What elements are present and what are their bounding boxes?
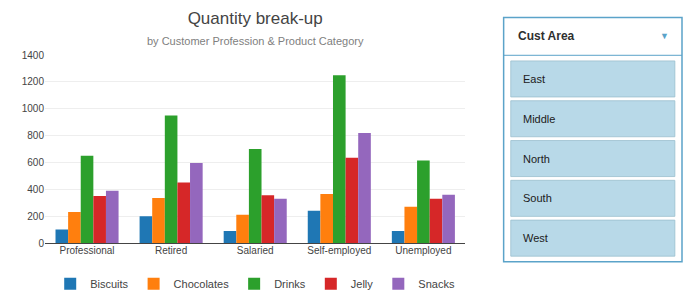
svg-text:400: 400 xyxy=(27,184,44,195)
svg-text:East: East xyxy=(523,73,545,85)
svg-text:Cust Area: Cust Area xyxy=(518,29,575,43)
svg-text:by Customer Profession & Produ: by Customer Profession & Product Categor… xyxy=(147,35,364,47)
svg-text:Salaried: Salaried xyxy=(237,245,274,256)
svg-text:South: South xyxy=(523,192,552,204)
svg-text:800: 800 xyxy=(27,130,44,141)
svg-text:Chocolates: Chocolates xyxy=(174,278,230,290)
svg-text:▼: ▼ xyxy=(660,31,669,41)
svg-text:Middle: Middle xyxy=(523,113,555,125)
svg-text:Biscuits: Biscuits xyxy=(90,278,128,290)
svg-text:1400: 1400 xyxy=(22,50,45,61)
svg-text:Snacks: Snacks xyxy=(418,278,455,290)
svg-text:0: 0 xyxy=(38,238,44,249)
svg-text:600: 600 xyxy=(27,157,44,168)
svg-text:Unemployed: Unemployed xyxy=(395,245,451,256)
svg-text:1000: 1000 xyxy=(22,103,45,114)
svg-text:Quantity break-up: Quantity break-up xyxy=(188,9,323,28)
svg-text:1200: 1200 xyxy=(22,76,45,87)
svg-text:Self-employed: Self-employed xyxy=(307,245,371,256)
svg-text:West: West xyxy=(523,232,548,244)
svg-text:Jelly: Jelly xyxy=(351,278,374,290)
svg-text:North: North xyxy=(523,153,550,165)
svg-text:Professional: Professional xyxy=(60,245,115,256)
svg-text:200: 200 xyxy=(27,211,44,222)
svg-text:Drinks: Drinks xyxy=(274,278,306,290)
svg-text:Retired: Retired xyxy=(155,245,187,256)
